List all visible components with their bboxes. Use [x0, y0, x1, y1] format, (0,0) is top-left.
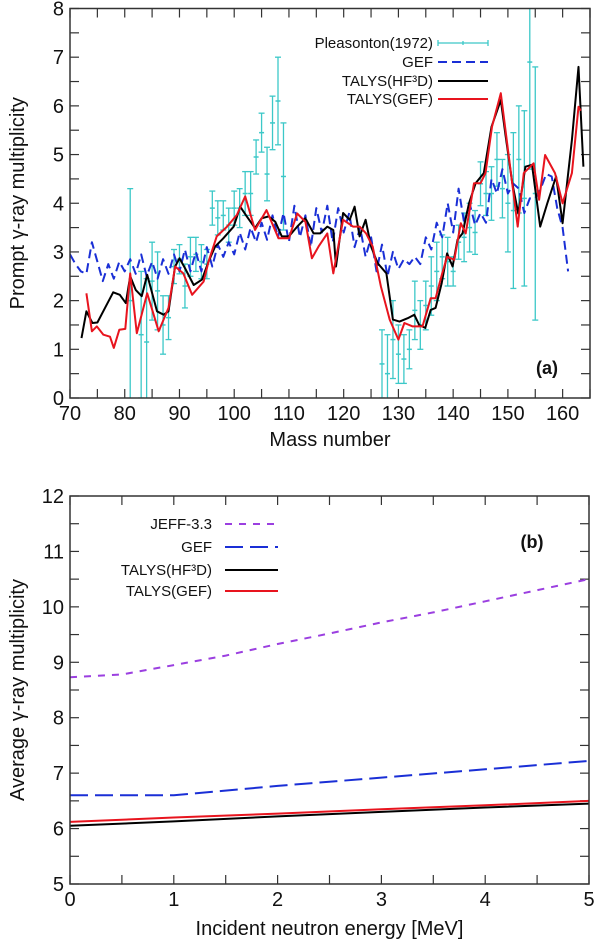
y-tick-label: 7 [53, 47, 64, 69]
x-tick-label: 3 [376, 889, 387, 911]
x-tick-label: 0 [64, 889, 75, 911]
y-tick-label: 4 [53, 193, 64, 215]
legend-label: TALYS(GEF) [126, 583, 212, 600]
series-group [70, 8, 585, 398]
legend-label: Pleasonton(1972) [315, 35, 433, 52]
y-tick-label: 12 [42, 486, 64, 508]
series-line-0 [70, 578, 589, 679]
panel-a: 70 80 90 100 110 120 130 140 150 160 0 1 2 3 4 5 6 7 8 Mass… [7, 0, 591, 451]
y-tick-label: 8 [53, 708, 64, 730]
series-line-1 [70, 168, 570, 283]
x-tick-label: 140 [436, 403, 469, 425]
y-axis-label: Prompt γ-ray multiplicity [7, 97, 29, 309]
legend-label: TALYS(HF³D) [342, 73, 433, 90]
x-axis-label: Mass number [269, 429, 390, 451]
x-tick-label: 70 [59, 403, 81, 425]
legend-label: TALYS(GEF) [347, 91, 433, 108]
legend: Pleasonton(1972) GEF TALYS(HF³D)TALYS(GEF) [315, 35, 489, 108]
legend-label: JEFF-3.3 [150, 516, 212, 533]
x-tick-label: 1 [168, 889, 179, 911]
y-tick-label: 5 [53, 145, 64, 167]
y-tick-label: 7 [53, 763, 64, 785]
x-tick-label: 5 [583, 889, 594, 911]
series-line-1 [70, 759, 589, 797]
x-tick-label: 150 [491, 403, 524, 425]
x-tick-label: 80 [114, 403, 136, 425]
x-tick-label: 160 [546, 403, 579, 425]
y-tick-label: 11 [43, 541, 64, 563]
x-tick-label: 90 [168, 403, 190, 425]
x-tick-label: 130 [382, 403, 415, 425]
y-tick-label: 0 [53, 388, 64, 410]
y-tick-label: 3 [53, 242, 64, 264]
y-tick-label: 2 [53, 291, 64, 313]
series-line-2 [70, 802, 589, 827]
series-line-3 [70, 799, 589, 823]
legend-label: GEF [402, 54, 433, 71]
plot-frame [69, 7, 591, 399]
y-tick-label: 6 [53, 96, 64, 118]
y-tick-label: 6 [53, 819, 64, 841]
x-tick-label: 100 [218, 403, 251, 425]
y-tick-label: 10 [42, 597, 64, 619]
y-axis-label: Average γ-ray multiplicity [7, 579, 29, 801]
y-tick-label: 1 [53, 339, 64, 361]
legend-label: TALYS(HF³D) [121, 562, 212, 579]
y-tick-label: 8 [53, 0, 64, 21]
legend-label: GEF [181, 539, 212, 556]
y-tick-label: 9 [53, 652, 64, 674]
panel-label: (b) [521, 532, 544, 552]
y-tick-label: 5 [53, 874, 64, 896]
series-group [70, 578, 589, 827]
series-line-3 [85, 92, 582, 349]
x-tick-label: 110 [273, 403, 305, 425]
plot-frame [69, 495, 590, 885]
x-tick-label: 4 [480, 889, 491, 911]
x-tick-label: 2 [272, 889, 283, 911]
x-axis-label: Incident neutron energy [MeV] [196, 918, 464, 940]
legend: JEFF-3.3 GEF TALYS(HF³D) TALYS(GEF) [121, 516, 278, 600]
x-tick-label: 120 [327, 403, 360, 425]
panel-label: (a) [536, 358, 558, 378]
